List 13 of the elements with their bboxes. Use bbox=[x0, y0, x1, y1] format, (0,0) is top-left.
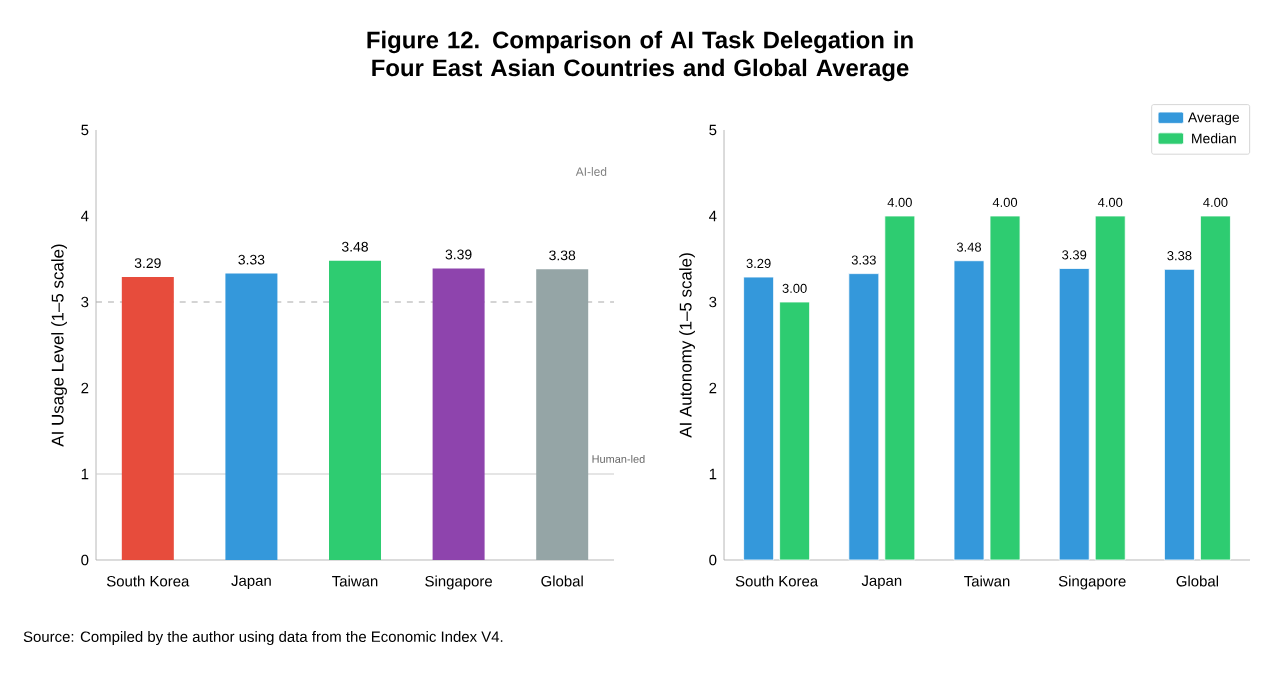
bar bbox=[848, 273, 880, 561]
bar bbox=[1164, 268, 1195, 561]
bar bbox=[1094, 215, 1126, 561]
bar bbox=[1058, 268, 1090, 561]
bar bbox=[779, 301, 811, 561]
y-axis-title: AI Autonomy (1–5 scale) bbox=[679, 253, 695, 438]
bar bbox=[989, 215, 1021, 561]
chart-title: Figure 12. Comparison of AI Task Delegation in Four East Asian Countries and Global Average bbox=[367, 30, 913, 82]
bar bbox=[953, 260, 985, 561]
y-axis-title: AI Usage Level (1–5 scale) bbox=[51, 244, 67, 447]
bar bbox=[1200, 215, 1231, 561]
bar bbox=[884, 215, 916, 561]
bar bbox=[743, 276, 775, 561]
